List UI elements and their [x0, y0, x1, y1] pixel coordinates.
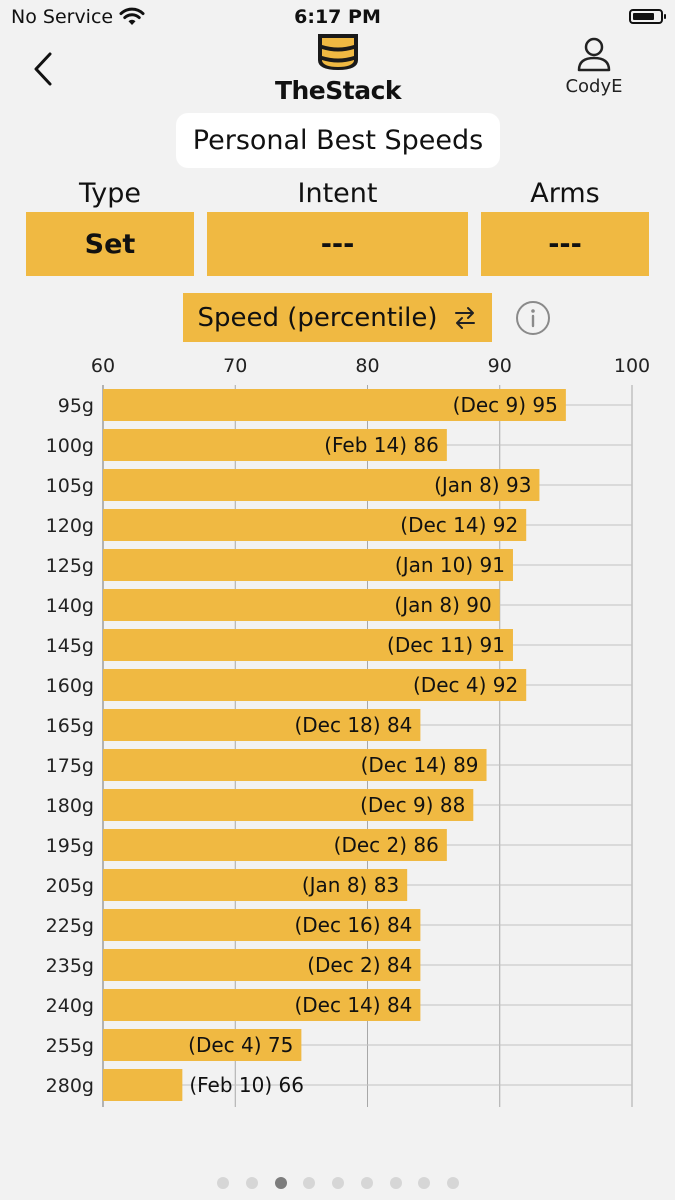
type-label: Type	[78, 178, 141, 209]
x-tick-label: 90	[488, 355, 512, 377]
info-button[interactable]	[515, 300, 551, 336]
bar	[103, 549, 513, 581]
status-left: No Service	[11, 6, 145, 28]
y-tick-label: 160g	[46, 675, 94, 697]
bar	[103, 589, 500, 621]
bar	[103, 1069, 183, 1101]
bar	[103, 949, 421, 981]
y-tick-label: 95g	[58, 395, 94, 417]
metric-label: Speed (percentile)	[197, 302, 438, 333]
y-tick-label: 140g	[46, 595, 94, 617]
bar-data-label: (Dec 16) 84	[294, 913, 412, 937]
bar	[103, 509, 527, 541]
page-dot[interactable]	[332, 1177, 344, 1189]
user-profile-button[interactable]: CodyE	[556, 36, 632, 100]
app-logo: TheStack	[268, 30, 408, 105]
y-tick-label: 120g	[46, 515, 94, 537]
x-tick-label: 60	[91, 355, 115, 377]
bar-data-label: (Dec 9) 88	[360, 793, 465, 817]
back-button[interactable]	[28, 50, 62, 90]
y-tick-label: 205g	[46, 875, 94, 897]
bar	[103, 629, 513, 661]
bar-data-label: (Jan 8) 90	[394, 593, 491, 617]
bar-data-label: (Dec 4) 92	[413, 673, 518, 697]
bar	[103, 709, 421, 741]
page-dot[interactable]	[303, 1177, 316, 1189]
bar	[103, 869, 408, 901]
wifi-icon	[119, 7, 145, 25]
page-dot[interactable]	[360, 1177, 373, 1189]
y-tick-label: 255g	[46, 1035, 94, 1057]
app-name: TheStack	[274, 76, 402, 105]
x-tick-label: 70	[223, 355, 247, 377]
bar	[103, 1029, 302, 1061]
bar	[103, 469, 540, 501]
status-bar: No Service 6:17 PM	[0, 0, 675, 34]
y-tick-label: 165g	[46, 715, 94, 737]
y-tick-label: 125g	[46, 555, 94, 577]
bar-data-label: (Jan 8) 83	[302, 873, 399, 897]
bar	[103, 829, 447, 861]
bar-data-label: (Dec 14) 84	[294, 993, 412, 1017]
bar	[103, 389, 566, 421]
y-tick-label: 100g	[46, 435, 94, 457]
carrier-text: No Service	[11, 6, 114, 28]
bar-data-label: (Feb 14) 86	[324, 433, 439, 457]
bar	[103, 989, 421, 1021]
y-tick-label: 175g	[46, 755, 94, 777]
user-name: CodyE	[565, 76, 623, 97]
status-time: 6:17 PM	[294, 6, 381, 28]
bar	[103, 429, 447, 461]
y-tick-label: 280g	[46, 1075, 94, 1097]
bar-data-label: (Dec 14) 92	[400, 513, 518, 537]
bar-data-label: (Dec 2) 86	[334, 833, 439, 857]
bar-data-label: (Dec 18) 84	[294, 713, 412, 737]
page-dot[interactable]	[274, 1177, 287, 1189]
intent-select-button[interactable]: ---	[207, 212, 468, 276]
x-tick-label: 80	[355, 355, 379, 377]
bar-data-label: (Dec 2) 84	[307, 953, 412, 977]
bar-data-label: (Dec 4) 75	[188, 1033, 293, 1057]
y-tick-label: 235g	[46, 955, 94, 977]
arms-select-button[interactable]: ---	[481, 212, 649, 276]
person-icon	[577, 37, 611, 72]
bar	[103, 789, 474, 821]
y-tick-label: 145g	[46, 635, 94, 657]
x-tick-label: 100	[614, 355, 650, 377]
bar-data-label: (Dec 9) 95	[453, 393, 558, 417]
page-dot[interactable]	[389, 1177, 402, 1189]
metric-toggle-button[interactable]: Speed (percentile)	[183, 293, 492, 342]
bar-data-label: (Dec 11) 91	[387, 633, 505, 657]
page-dot[interactable]	[418, 1177, 431, 1189]
page-dot[interactable]	[447, 1177, 459, 1189]
speed-bar-chart: 60 70 80 90 100 95g (Dec 9) 95 100g (Feb 14) 86 1…	[46, 355, 650, 1107]
intent-label: Intent	[297, 178, 378, 209]
bar-data-label: (Dec 14) 89	[361, 753, 479, 777]
bar-data-label: (Jan 10) 91	[395, 553, 505, 577]
info-icon	[516, 301, 550, 335]
stack-logo-icon	[318, 34, 358, 70]
bar	[103, 669, 527, 701]
y-tick-label: 105g	[46, 475, 94, 497]
bar	[103, 749, 487, 781]
page-indicator	[0, 1177, 675, 1191]
y-tick-label: 240g	[46, 995, 94, 1017]
bar-data-label: (Feb 10) 66	[189, 1073, 304, 1097]
bar-data-label: (Jan 8) 93	[434, 473, 531, 497]
swap-arrows-icon	[454, 306, 475, 329]
y-tick-label: 225g	[46, 915, 94, 937]
bar	[103, 909, 421, 941]
page-dot[interactable]	[217, 1177, 229, 1189]
y-tick-label: 180g	[46, 795, 94, 817]
page-dot[interactable]	[245, 1177, 258, 1189]
chevron-left-icon	[34, 52, 52, 86]
page-title: Personal Best Speeds	[176, 113, 500, 168]
battery-icon	[629, 9, 666, 24]
type-select-button[interactable]: Set	[26, 212, 194, 276]
y-tick-label: 195g	[46, 835, 94, 857]
arms-label: Arms	[530, 178, 600, 209]
